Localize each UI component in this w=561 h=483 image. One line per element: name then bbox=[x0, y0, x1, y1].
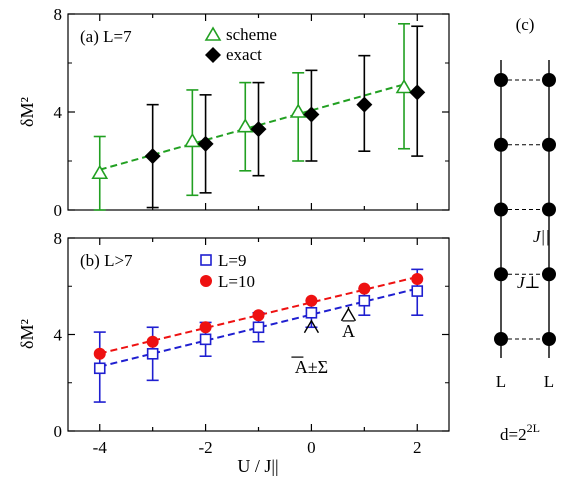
point-scheme bbox=[395, 78, 413, 94]
point-l9 bbox=[411, 285, 424, 297]
fit-line-scheme bbox=[99, 83, 405, 171]
ladder-site bbox=[542, 73, 556, 87]
point-scheme bbox=[183, 132, 201, 148]
panel-b-label: (b) L>7 bbox=[80, 251, 133, 270]
j-perp-label: J⊥ bbox=[517, 273, 541, 292]
legend-exact-marker bbox=[205, 47, 221, 63]
point-l9 bbox=[146, 347, 159, 360]
panel-b-plot bbox=[93, 268, 424, 403]
ladder-site bbox=[494, 137, 508, 152]
panel-b-legend: L=9 L=10 bbox=[200, 251, 255, 291]
panel-a-ytick-label: 4 bbox=[54, 103, 63, 122]
panel-b-annotations: A±Σ A bbox=[291, 306, 357, 377]
point-exact bbox=[144, 148, 161, 165]
panel-b-xtick-label: 0 bbox=[307, 438, 316, 457]
annotation-label: A±Σ bbox=[295, 357, 328, 377]
legend-l10-marker bbox=[200, 275, 212, 287]
legend-scheme-label: scheme bbox=[226, 25, 277, 44]
panel-a-label: (a) L=7 bbox=[80, 27, 132, 46]
panel-b: 0 4 8 -4 -2 0 2 (b) L>7 δM² U / J|| L=9 L=10 A… bbox=[17, 229, 450, 476]
point-l10 bbox=[305, 294, 318, 307]
panel-b-xlabel: U / J|| bbox=[237, 456, 278, 476]
panel-a-ylabel: δM² bbox=[17, 97, 37, 127]
point-l9 bbox=[305, 306, 318, 319]
panel-b-xtick-label: -2 bbox=[198, 438, 212, 457]
legend-scheme-symbol bbox=[204, 26, 222, 41]
point-exact bbox=[409, 84, 426, 101]
panel-b-axes: 0 4 8 -4 -2 0 2 bbox=[54, 229, 449, 457]
point-l10 bbox=[252, 309, 265, 322]
ladder-site bbox=[542, 202, 556, 217]
point-exact bbox=[356, 96, 373, 113]
panel-a-legend: scheme exact bbox=[204, 25, 277, 64]
ladder-right-leg-label: L bbox=[544, 372, 554, 391]
legend-exact-label: exact bbox=[226, 45, 262, 64]
panel-a-ytick-label: 0 bbox=[54, 201, 63, 220]
panel-b-ylabel: δM² bbox=[17, 319, 37, 349]
point-l9 bbox=[199, 333, 212, 346]
legend-l10-label: L=10 bbox=[218, 272, 255, 291]
point-l10 bbox=[358, 282, 371, 295]
point-scheme bbox=[236, 118, 254, 133]
ladder-site bbox=[494, 267, 508, 282]
point-exact bbox=[250, 121, 267, 138]
legend-exact-symbol bbox=[205, 47, 221, 63]
panel-b-xtick-label: 2 bbox=[413, 438, 422, 457]
panel-b-ytick-label: 4 bbox=[54, 326, 63, 345]
panel-b-ytick-label: 0 bbox=[54, 422, 63, 441]
point-l9 bbox=[93, 362, 106, 375]
ladder-site bbox=[494, 73, 508, 87]
point-l10 bbox=[146, 335, 159, 348]
point-l10 bbox=[411, 273, 424, 286]
ladder-site bbox=[542, 267, 556, 282]
panel-b-xtick-label: -4 bbox=[93, 438, 108, 457]
annotation-arrowhead bbox=[340, 307, 357, 322]
point-exact bbox=[303, 106, 320, 123]
ladder-site bbox=[494, 332, 508, 346]
legend-l9-symbol bbox=[200, 254, 212, 266]
ladder-panel-label: (c) bbox=[516, 15, 535, 34]
point-l9 bbox=[358, 294, 371, 307]
point-exact bbox=[197, 135, 214, 152]
dimension-label: d=22L bbox=[500, 421, 540, 444]
panel-a: 0 4 8 (a) L=7 δM² scheme exact bbox=[17, 5, 450, 220]
ladder-diagram: (c) J|| J⊥ L L d=22L bbox=[494, 15, 556, 444]
dimension-exponent: 2L bbox=[527, 421, 540, 435]
legend-l10-symbol bbox=[200, 275, 212, 287]
legend-scheme-marker bbox=[204, 26, 222, 41]
point-scheme bbox=[91, 164, 109, 180]
point-l10 bbox=[93, 347, 106, 360]
panel-a-plot bbox=[91, 22, 426, 211]
legend-l9-label: L=9 bbox=[218, 251, 246, 270]
point-l10 bbox=[199, 321, 212, 334]
dimension-base: d=2 bbox=[500, 425, 527, 444]
ladder-rungs bbox=[494, 73, 556, 346]
point-scheme bbox=[289, 103, 307, 118]
panel-a-ytick-label: 8 bbox=[54, 5, 63, 24]
annotation-arrowhead bbox=[303, 319, 320, 334]
point-l9 bbox=[252, 321, 265, 334]
legend-l9-marker bbox=[200, 254, 212, 266]
ladder-left-leg-label: L bbox=[496, 372, 506, 391]
ladder-site bbox=[494, 202, 508, 217]
ladder-site bbox=[542, 137, 556, 152]
ladder-site bbox=[542, 332, 556, 346]
panel-b-ytick-label: 8 bbox=[54, 229, 63, 248]
annotation-label: A bbox=[342, 321, 355, 341]
j-parallel-label: J|| bbox=[533, 227, 550, 246]
